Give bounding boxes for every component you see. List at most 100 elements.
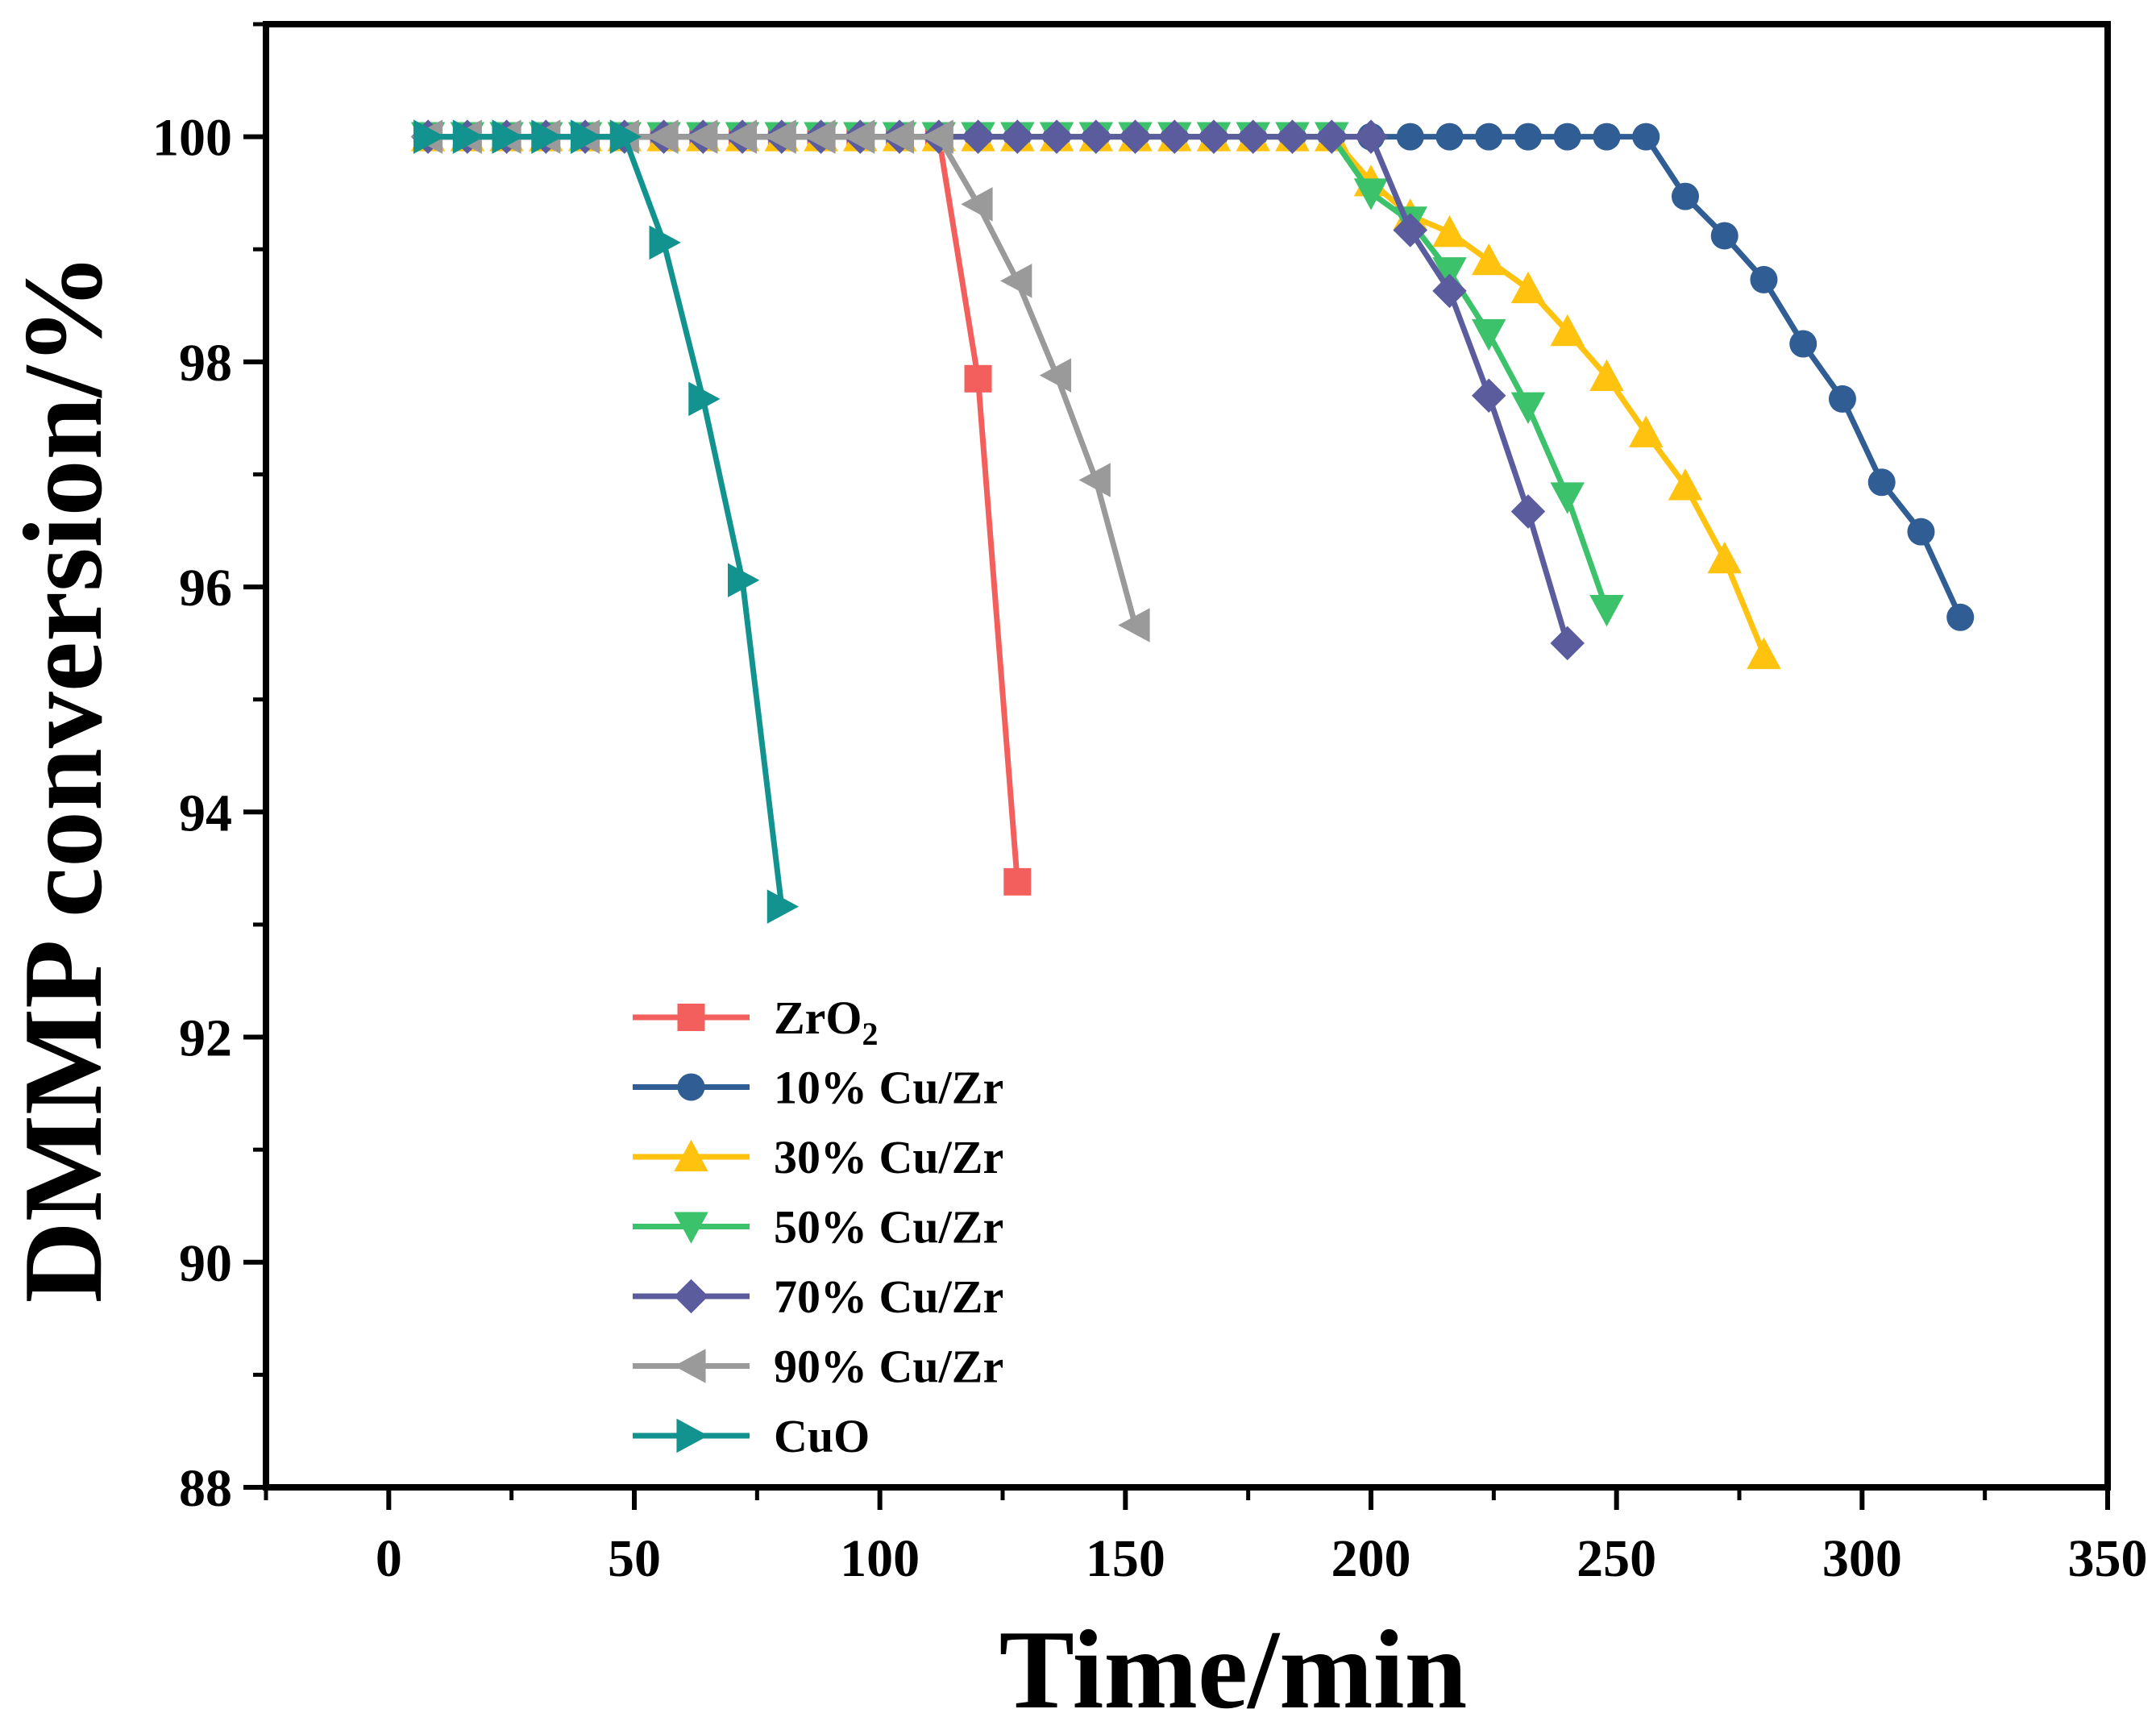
data-point bbox=[1747, 637, 1781, 669]
data-point bbox=[1435, 123, 1464, 151]
data-point bbox=[1236, 119, 1271, 154]
x-tick-label: 150 bbox=[1086, 1529, 1165, 1588]
data-point bbox=[1393, 213, 1427, 247]
data-point bbox=[1432, 273, 1467, 309]
data-point bbox=[882, 119, 915, 154]
data-point bbox=[1628, 415, 1664, 447]
legend-label-main: ZrO bbox=[774, 992, 862, 1044]
series-line bbox=[428, 134, 1020, 883]
series-5 bbox=[410, 119, 1585, 661]
data-point bbox=[1475, 123, 1503, 151]
data-point bbox=[804, 119, 836, 154]
y-tick-label: 98 bbox=[179, 334, 232, 393]
legend-item: 90% Cu/Zr bbox=[633, 1341, 1003, 1393]
data-point bbox=[1432, 257, 1467, 289]
data-point bbox=[1315, 119, 1349, 154]
data-point bbox=[725, 119, 758, 154]
data-point bbox=[1353, 178, 1389, 210]
y-tick-label: 94 bbox=[179, 784, 232, 842]
series-4 bbox=[410, 122, 1624, 627]
legend-label-subscript: 2 bbox=[862, 1016, 879, 1052]
series-line bbox=[428, 134, 1767, 656]
axis-ticks: 0 50 100 150 200 250 300 350 88 90 92 94 96 98 100 bbox=[152, 22, 2148, 1588]
data-point bbox=[1118, 119, 1153, 154]
data-point bbox=[1510, 392, 1546, 424]
data-point bbox=[1157, 119, 1192, 154]
legend-label: 30% Cu/Zr bbox=[774, 1131, 1003, 1183]
legend-label-main: 30% Cu/Zr bbox=[774, 1131, 1003, 1183]
data-point bbox=[609, 119, 642, 154]
data-point bbox=[1671, 182, 1699, 210]
plot-frame bbox=[263, 21, 2111, 1491]
legend-label: ZrO2 bbox=[774, 992, 879, 1052]
legend-item: 50% Cu/Zr bbox=[633, 1201, 1003, 1254]
data-point bbox=[646, 119, 679, 154]
legend-label-main: CuO bbox=[774, 1410, 870, 1462]
series-line bbox=[428, 134, 785, 908]
data-point bbox=[964, 364, 992, 393]
legend-label-main: 50% Cu/Zr bbox=[774, 1201, 1003, 1254]
y-tick-label: 92 bbox=[179, 1009, 232, 1068]
data-point bbox=[1514, 123, 1542, 151]
series-3 bbox=[410, 119, 1781, 669]
data-point bbox=[1275, 119, 1310, 154]
data-point bbox=[492, 119, 524, 154]
data-point bbox=[1707, 541, 1742, 574]
legend-item: CuO bbox=[633, 1410, 870, 1462]
legend-label: 70% Cu/Zr bbox=[774, 1270, 1003, 1323]
data-point bbox=[1078, 119, 1114, 154]
data-point bbox=[1550, 626, 1585, 661]
data-point bbox=[843, 119, 875, 154]
legend-item: 10% Cu/Zr bbox=[633, 1062, 1003, 1114]
x-tick-label: 250 bbox=[1576, 1529, 1656, 1588]
data-point bbox=[1196, 119, 1232, 154]
data-point bbox=[764, 119, 796, 154]
data-point bbox=[1632, 123, 1660, 151]
data-point bbox=[1589, 594, 1624, 627]
legend-label-main: 90% Cu/Zr bbox=[774, 1341, 1003, 1393]
legend-item: 30% Cu/Zr bbox=[633, 1131, 1003, 1183]
data-point bbox=[1550, 482, 1585, 514]
x-tick-label: 200 bbox=[1331, 1529, 1411, 1588]
data-point bbox=[1510, 271, 1546, 304]
series-6 bbox=[410, 119, 1150, 642]
data-point bbox=[1353, 119, 1389, 154]
legend-item: 70% Cu/Zr bbox=[633, 1270, 1003, 1323]
y-tick-label: 90 bbox=[179, 1234, 232, 1293]
legend-item: ZrO2 bbox=[633, 992, 879, 1052]
data-point bbox=[1078, 463, 1111, 497]
x-tick-label: 100 bbox=[840, 1529, 920, 1588]
y-tick-label: 88 bbox=[179, 1459, 232, 1518]
data-point bbox=[1000, 264, 1032, 298]
legend-label-main: 70% Cu/Zr bbox=[774, 1270, 1003, 1323]
data-point bbox=[1789, 330, 1817, 358]
data-point bbox=[571, 119, 603, 154]
data-point bbox=[766, 889, 800, 924]
data-point bbox=[1396, 123, 1424, 151]
legend-marker bbox=[677, 1004, 705, 1031]
x-axis-title: Time/min bbox=[999, 1607, 1468, 1732]
y-tick-label: 100 bbox=[152, 109, 232, 168]
legend-label: 50% Cu/Zr bbox=[774, 1201, 1003, 1254]
data-point bbox=[1039, 119, 1074, 154]
series-layer bbox=[410, 119, 1975, 924]
y-tick-label: 96 bbox=[179, 559, 232, 618]
data-point bbox=[1003, 867, 1032, 896]
data-point bbox=[452, 119, 485, 154]
data-point bbox=[688, 381, 721, 417]
data-point bbox=[1907, 518, 1935, 546]
data-point bbox=[1432, 215, 1467, 247]
legend-marker bbox=[674, 1212, 708, 1244]
data-point bbox=[1710, 222, 1739, 250]
data-point bbox=[1471, 378, 1506, 413]
legend-marker bbox=[676, 1418, 708, 1453]
data-point bbox=[961, 119, 995, 154]
series-line bbox=[428, 134, 1963, 619]
x-tick-label: 0 bbox=[376, 1529, 402, 1588]
data-point bbox=[1550, 314, 1585, 347]
data-point bbox=[1750, 265, 1778, 293]
legend-marker bbox=[674, 1279, 708, 1314]
data-point bbox=[1946, 603, 1975, 631]
data-point bbox=[1000, 119, 1035, 154]
